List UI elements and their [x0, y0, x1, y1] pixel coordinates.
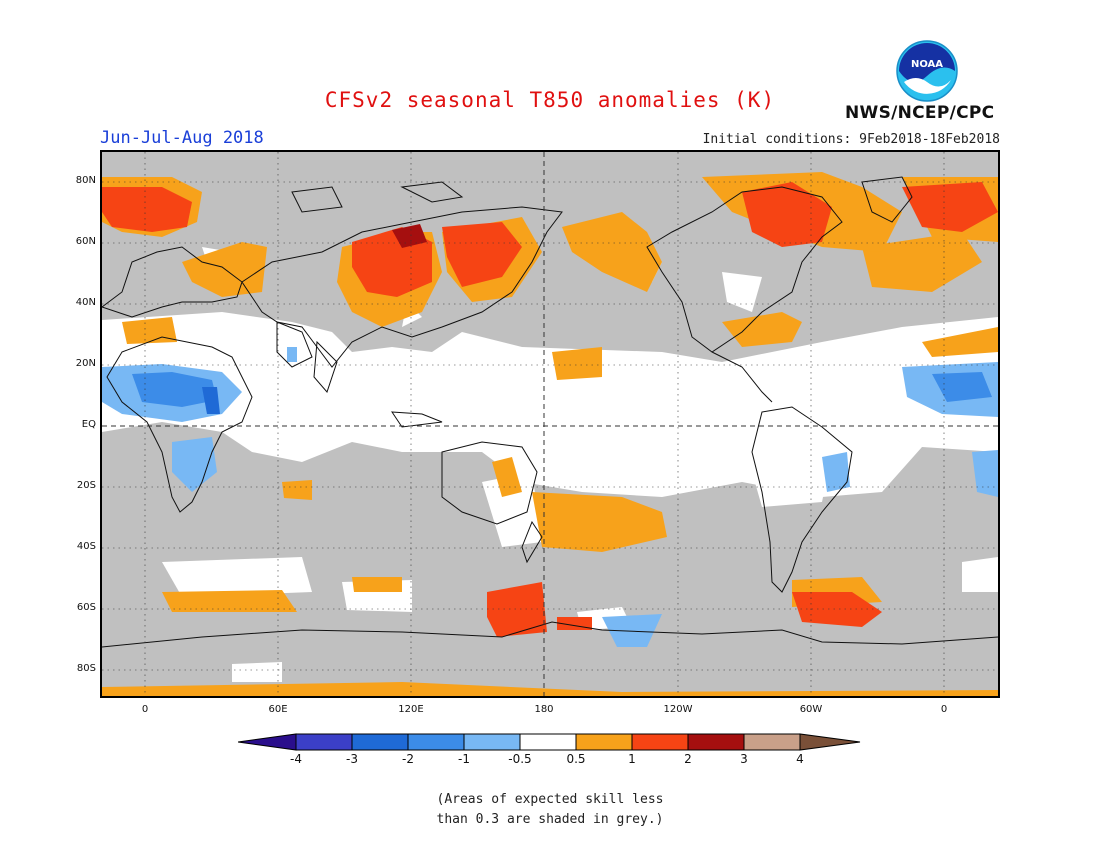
legend-label-neg1: -1	[458, 752, 470, 766]
graticule	[102, 152, 998, 696]
legend-swatch-1	[295, 733, 353, 751]
lat-label-60n: 60N	[75, 236, 96, 247]
skill-note-line-2: than 0.3 are shaded in grey.)	[436, 812, 664, 827]
legend-label-4: 4	[796, 752, 804, 766]
legend-label-neg3: -3	[346, 752, 358, 766]
lat-label-80s: 80S	[76, 663, 96, 674]
legend-label-neg2: -2	[402, 752, 414, 766]
color-legend	[238, 733, 861, 751]
legend-label-neg4: -4	[290, 752, 302, 766]
legend-swatch-3	[407, 733, 465, 751]
logo-text: NOAA	[911, 59, 943, 70]
lon-label-120w: 120W	[663, 704, 693, 715]
legend-label-05: 0.5	[566, 752, 586, 766]
lon-label-0-east: 0	[940, 704, 948, 715]
legend-swatch-0	[238, 733, 297, 751]
legend-swatch-9	[743, 733, 801, 751]
warm-anomaly-2-3	[392, 224, 427, 248]
lat-label-40n: 40N	[75, 297, 96, 308]
legend-label-2: 2	[684, 752, 692, 766]
lon-label-0: 0	[141, 704, 149, 715]
initial-conditions: Initial conditions: 9Feb2018-18Feb2018	[702, 132, 1000, 147]
chart-title: CFSv2 seasonal T850 anomalies (K)	[324, 88, 776, 112]
season-label: Jun-Jul-Aug 2018	[100, 128, 264, 148]
lat-label-20s: 20S	[76, 480, 96, 491]
skill-note-line-1: (Areas of expected skill less	[436, 792, 664, 807]
legend-swatch-6	[575, 733, 633, 751]
legend-swatch-2	[351, 733, 409, 751]
lat-label-eq: EQ	[81, 419, 96, 430]
legend-swatch-4	[463, 733, 521, 751]
legend-label-3: 3	[740, 752, 748, 766]
agency-label: NWS/NCEP/CPC	[845, 103, 995, 123]
legend-label-neg05: -0.5	[508, 752, 532, 766]
noaa-logo: NOAA	[896, 40, 958, 102]
lon-label-180: 180	[534, 704, 554, 715]
lat-label-40s: 40S	[76, 541, 96, 552]
legend-label-1: 1	[628, 752, 636, 766]
cool-anomaly-strong	[202, 387, 220, 414]
lat-label-60s: 60S	[76, 602, 96, 613]
lat-label-80n: 80N	[75, 175, 96, 186]
legend-swatch-7	[631, 733, 689, 751]
legend-swatch-5	[519, 733, 577, 751]
cool-anomaly-medium	[132, 372, 992, 407]
legend-swatch-8	[687, 733, 745, 751]
lon-label-60w: 60W	[799, 704, 823, 715]
anomaly-map	[100, 150, 1000, 698]
lon-label-60e: 60E	[268, 704, 288, 715]
coastlines	[102, 176, 998, 648]
lat-label-20n: 20N	[75, 358, 96, 369]
map-svg	[102, 152, 998, 696]
legend-swatch-10	[799, 733, 861, 751]
equator-dateline	[102, 152, 998, 696]
lon-label-120e: 120E	[398, 704, 424, 715]
